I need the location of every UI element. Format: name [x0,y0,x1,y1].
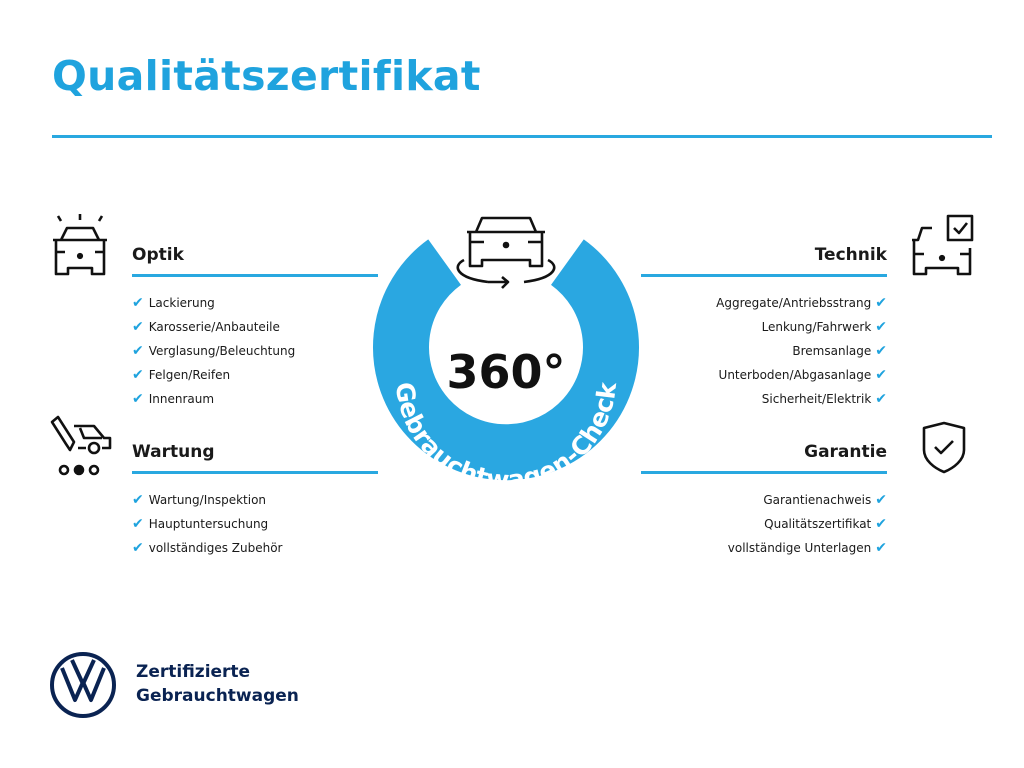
checklist-item: Aggregate/Antriebsstrang ✔ [641,291,887,315]
checklist-item: ✔ Innenraum [132,387,378,411]
checklist-item-label: Garantienachweis [763,493,872,507]
check-icon: ✔ [132,367,144,383]
section-optik: Optik ✔ Lackierung ✔ Karosserie/Anbauteile ✔… [132,243,378,411]
checklist-item-label: Hauptuntersuchung [148,517,269,531]
checklist-item: ✔ Wartung/Inspektion [132,488,378,512]
check-icon: ✔ [132,319,144,335]
check-icon: ✔ [875,516,887,532]
brand-line-1: Zertifizierte [136,662,251,682]
check-icon: ✔ [875,319,887,335]
checklist-item-label: Lenkung/Fahrwerk [761,320,872,334]
check-icon: ✔ [132,540,144,556]
section-wartung: Wartung ✔ Wartung/Inspektion ✔ Hauptuntersu… [132,440,378,560]
checklist-item-label: Karosserie/Anbauteile [148,320,280,334]
check-360-badge: 360° Gebrauchtwagen-Check [373,216,639,495]
check-icon: ✔ [875,367,887,383]
checklist-item-label: Unterboden/Abgasanlage [718,368,872,382]
checklist-item-label: Sicherheit/Elektrik [761,392,872,406]
car-lights-icon [53,214,107,276]
checklist-item-label: Qualitätszertifikat [764,517,872,531]
check-icon: ✔ [132,295,144,311]
section-divider [132,471,378,474]
section-title: Optik [132,245,184,265]
center-value: 360° [446,345,565,399]
check-icon: ✔ [875,391,887,407]
checklist-item-label: Bremsanlage [792,344,872,358]
shield-check-icon [922,421,966,474]
check-icon: ✔ [132,391,144,407]
section-garantie: Garantie Garantienachweis ✔ Qualitätszerti… [641,440,887,560]
checklist-item-label: vollständiges Zubehör [148,541,283,555]
checklist-item: Bremsanlage ✔ [641,339,887,363]
section-divider [132,274,378,277]
check-icon: ✔ [875,343,887,359]
checklist-item-label: Innenraum [148,392,215,406]
checklist-item-label: vollständige Unterlagen [727,541,872,555]
ring-arc [373,239,639,481]
vw-logo [50,652,116,718]
check-icon: ✔ [875,492,887,508]
car-rotate-icon [456,216,556,289]
checklist-item: ✔ Karosserie/Anbauteile [132,315,378,339]
checklist-item: ✔ Lackierung [132,291,378,315]
checklist-item-label: Felgen/Reifen [148,368,231,382]
checklist-item-label: Wartung/Inspektion [148,493,267,507]
section-divider [641,471,887,474]
checklist-item-label: Aggregate/Antriebsstrang [716,296,872,310]
checklist-item-label: Verglasung/Beleuchtung [148,344,296,358]
section-title: Technik [814,245,887,265]
checklist-item: vollständige Unterlagen ✔ [641,536,887,560]
section-technik: Technik Aggregate/Antriebsstrang ✔ Lenkung… [641,243,887,411]
service-car-icon [50,415,112,476]
checklist-item: Sicherheit/Elektrik ✔ [641,387,887,411]
checklist-item: Garantienachweis ✔ [641,488,887,512]
checklist-item: Unterboden/Abgasanlage ✔ [641,363,887,387]
brand-text: Zertifizierte Gebrauchtwagen [136,660,299,708]
section-title: Wartung [132,442,215,462]
check-icon: ✔ [132,516,144,532]
brand-line-2: Gebrauchtwagen [136,686,299,706]
check-icon: ✔ [875,295,887,311]
check-icon: ✔ [132,492,144,508]
checklist-item: ✔ Felgen/Reifen [132,363,378,387]
title-divider [52,135,992,138]
checklist-item: ✔ vollständiges Zubehör [132,536,378,560]
checklist-item: ✔ Verglasung/Beleuchtung [132,339,378,363]
section-title: Garantie [804,442,887,462]
checklist-item: ✔ Hauptuntersuchung [132,512,378,536]
car-checkbox-icon [912,214,974,276]
section-divider [641,274,887,277]
check-icon: ✔ [875,540,887,556]
page-title: Qualitätszertifikat [52,52,481,100]
checklist-item: Qualitätszertifikat ✔ [641,512,887,536]
checklist-item-label: Lackierung [148,296,215,310]
checklist-item: Lenkung/Fahrwerk ✔ [641,315,887,339]
check-icon: ✔ [132,343,144,359]
